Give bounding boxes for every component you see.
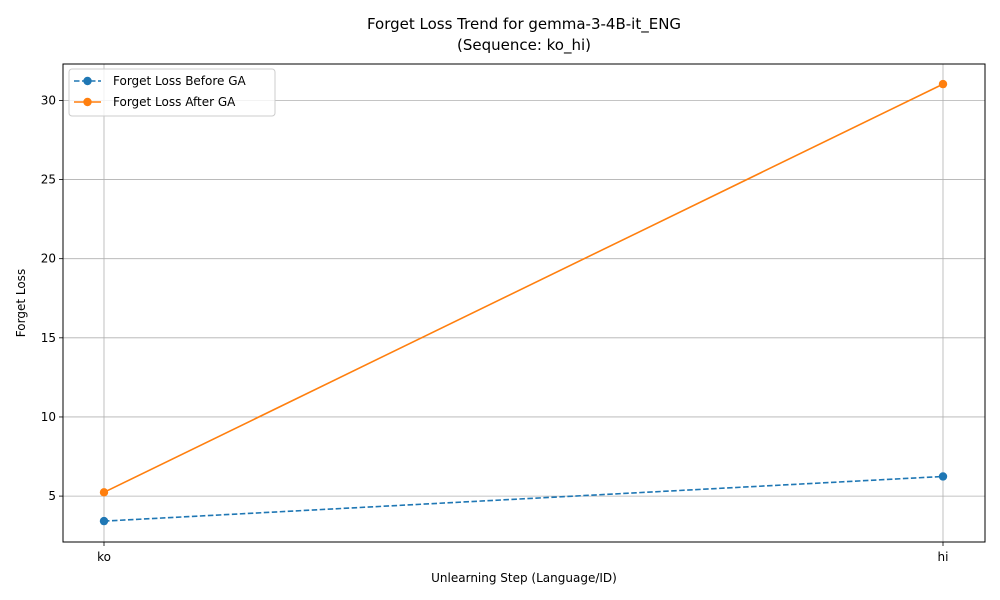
legend-box	[68, 68, 276, 117]
series-line-1	[103, 475, 944, 522]
x-axis-label: Unlearning Step (Language/ID)	[431, 571, 617, 585]
plot-area-frame	[62, 63, 986, 543]
series-2-point-hi	[938, 79, 948, 89]
y-tick-label-30: 30	[41, 93, 56, 107]
legend-label-2: Forget Loss After GA	[113, 95, 236, 109]
y-axis-label: Forget Loss	[14, 269, 28, 337]
series-2-point-ko	[99, 488, 109, 497]
legend: Forget Loss Before GA Forget Loss After G…	[68, 68, 276, 117]
y-tick-label-10: 10	[41, 410, 56, 424]
legend-label-1: Forget Loss Before GA	[113, 74, 247, 88]
y-tick-label-15: 15	[41, 331, 56, 345]
chart-title: Forget Loss Trend for gemma-3-4B-it_ENG	[367, 15, 681, 34]
grid-layer	[63, 64, 985, 542]
x-tick-label-hi: hi	[938, 550, 949, 564]
series-1-point-ko	[99, 516, 109, 526]
y-tick-label-20: 20	[41, 252, 56, 266]
legend-marker-2	[83, 97, 92, 107]
series-line-2	[103, 83, 944, 494]
y-tick-label-25: 25	[41, 173, 56, 187]
chart-subtitle: (Sequence: ko_hi)	[457, 36, 591, 55]
series-layer	[99, 79, 948, 526]
series-1-point-hi	[938, 472, 948, 481]
legend-marker-1	[83, 76, 92, 86]
x-tick-label-ko: ko	[97, 550, 111, 564]
y-tick-label-5: 5	[48, 489, 56, 503]
ticks-layer: 5 10 15 20 25 30 ko hi	[41, 93, 949, 564]
